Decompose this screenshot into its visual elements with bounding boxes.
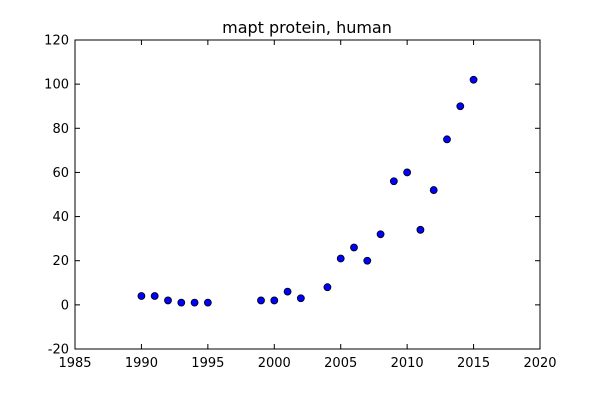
x-tick-label: 1985: [58, 356, 91, 371]
data-point: [403, 168, 412, 177]
y-tick-label: 80: [52, 122, 69, 137]
data-point: [416, 225, 425, 234]
data-point: [203, 298, 212, 307]
x-tick-label: 2020: [523, 356, 556, 371]
plot-frame: [74, 39, 541, 350]
data-point: [363, 256, 372, 265]
data-point: [456, 102, 465, 111]
data-point: [469, 75, 478, 84]
x-tick-label: 2000: [258, 356, 291, 371]
y-tick-label: 0: [61, 298, 69, 313]
data-point: [336, 254, 345, 263]
y-tick-label: 120: [44, 34, 69, 49]
data-point: [150, 292, 159, 300]
y-tick-label: -20: [48, 343, 69, 358]
x-tick-label: 2005: [324, 356, 357, 371]
data-point: [283, 287, 292, 296]
data-point: [190, 298, 199, 307]
x-tick-label: 1990: [125, 356, 158, 371]
x-tick-label: 2015: [457, 356, 490, 371]
y-tick-label: 40: [52, 210, 69, 225]
data-point: [270, 296, 279, 305]
y-tick-label: 100: [44, 78, 69, 93]
data-point: [350, 243, 358, 252]
data-point: [376, 230, 385, 239]
x-tick-label: 1995: [191, 356, 224, 371]
y-tick-label: 20: [52, 254, 69, 269]
data-point: [389, 177, 398, 186]
y-tick-label: 60: [52, 166, 69, 181]
data-point: [164, 296, 172, 305]
data-point: [429, 186, 438, 194]
data-point: [137, 292, 146, 300]
data-point: [443, 135, 451, 144]
data-point: [257, 296, 265, 305]
data-point: [323, 283, 332, 292]
plot-area: 1985 1990 1995 2000 2005 2010 2015 2020 -20 0 20 40…: [44, 34, 556, 372]
x-tick-label: 2010: [391, 356, 424, 371]
chart-title: mapt protein, human: [222, 18, 392, 37]
data-point: [296, 294, 305, 303]
data-point: [177, 298, 186, 307]
